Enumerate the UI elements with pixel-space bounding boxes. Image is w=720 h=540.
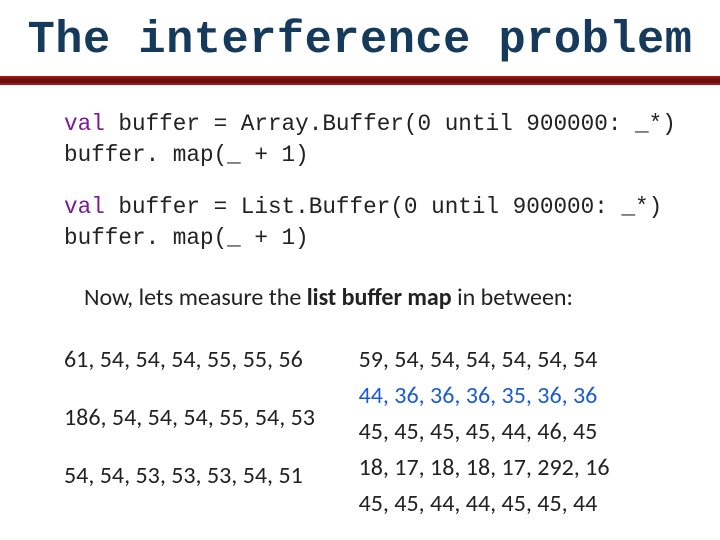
code-text: buffer = List.Buffer(0 until 900000: _*) — [105, 194, 662, 220]
measurement-row: 45, 45, 44, 44, 45, 45, 44 — [359, 486, 656, 522]
measurement-row-highlight: 44, 36, 36, 36, 35, 36, 36 — [359, 378, 656, 414]
code-block-2: val buffer = List.Buffer(0 until 900000:… — [64, 192, 656, 253]
spacer — [64, 378, 339, 400]
slide: The interference problem val buffer = Ar… — [0, 0, 720, 540]
caption-bold: list buffer map — [307, 283, 452, 312]
code-keyword: val — [64, 111, 105, 137]
measurement-row: 59, 54, 54, 54, 54, 54, 54 — [359, 342, 656, 378]
slide-body: val buffer = Array.Buffer(0 until 900000… — [0, 85, 720, 522]
code-text: buffer. map(_ + 1) — [64, 142, 309, 168]
measurement-row: 45, 45, 45, 45, 44, 46, 45 — [359, 414, 656, 450]
caption-prefix: Now, lets measure the — [84, 283, 307, 312]
measurement-row: 61, 54, 54, 54, 55, 55, 56 — [64, 342, 339, 378]
measurements-columns: 61, 54, 54, 54, 55, 55, 56 186, 54, 54, … — [64, 342, 656, 522]
caption: Now, lets measure the list buffer map in… — [64, 283, 656, 312]
measurements-right: 59, 54, 54, 54, 54, 54, 54 44, 36, 36, 3… — [339, 342, 656, 522]
measurement-row: 54, 54, 53, 53, 53, 54, 51 — [64, 458, 339, 494]
measurements-left: 61, 54, 54, 54, 55, 55, 56 186, 54, 54, … — [64, 342, 339, 522]
code-text: buffer = Array.Buffer(0 until 900000: _*… — [105, 111, 676, 137]
code-keyword: val — [64, 194, 105, 220]
caption-suffix: in between: — [452, 283, 573, 312]
code-text: buffer. map(_ + 1) — [64, 225, 309, 251]
slide-title: The interference problem — [0, 0, 720, 76]
measurement-row: 18, 17, 18, 18, 17, 292, 16 — [359, 450, 656, 486]
measurement-row: 186, 54, 54, 54, 55, 54, 53 — [64, 400, 339, 436]
code-block-1: val buffer = Array.Buffer(0 until 900000… — [64, 109, 656, 170]
spacer — [64, 436, 339, 458]
